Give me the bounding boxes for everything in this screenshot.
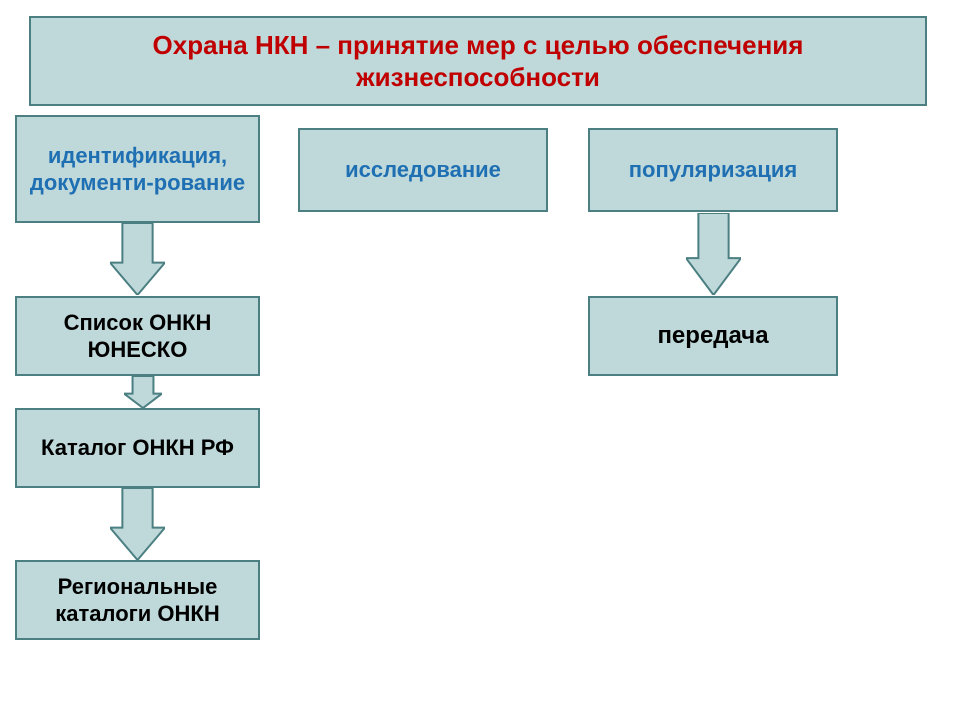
node-popularization: популяризация [588, 128, 838, 212]
arrow-catalog-to-regional [110, 488, 165, 560]
title-text: Охрана НКН – принятие мер с целью обеспе… [43, 29, 913, 94]
node-transmission: передача [588, 296, 838, 376]
arrow-popularization-to-transmission [686, 213, 741, 295]
node-regional: Региональные каталоги ОНКН [15, 560, 260, 640]
node-unesco: Список ОНКН ЮНЕСКО [15, 296, 260, 376]
node-research-label: исследование [345, 156, 501, 184]
node-transmission-label: передача [657, 321, 768, 351]
arrow-identification-to-unesco [110, 223, 165, 295]
node-popularization-label: популяризация [629, 156, 798, 184]
node-catalog-rf: Каталог ОНКН РФ [15, 408, 260, 488]
node-catalog-rf-label: Каталог ОНКН РФ [41, 434, 234, 462]
diagram-title: Охрана НКН – принятие мер с целью обеспе… [29, 16, 927, 106]
arrow-unesco-to-catalog [124, 376, 162, 408]
node-identification: идентификация, документи-рование [15, 115, 260, 223]
node-unesco-label: Список ОНКН ЮНЕСКО [25, 309, 250, 364]
node-research: исследование [298, 128, 548, 212]
node-identification-label: идентификация, документи-рование [25, 142, 250, 197]
node-regional-label: Региональные каталоги ОНКН [25, 573, 250, 628]
